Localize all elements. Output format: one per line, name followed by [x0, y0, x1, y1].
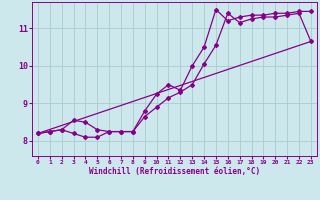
X-axis label: Windchill (Refroidissement éolien,°C): Windchill (Refroidissement éolien,°C) [89, 167, 260, 176]
